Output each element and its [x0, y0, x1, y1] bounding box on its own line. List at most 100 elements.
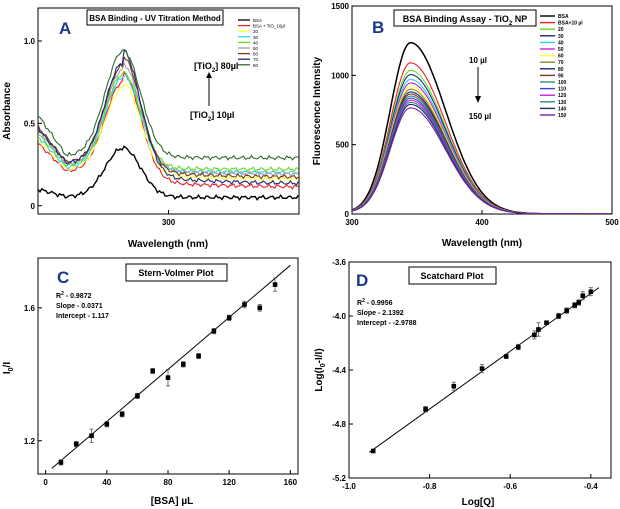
- panel-b-title-box: [393, 9, 537, 27]
- panel-c-data-point: [196, 353, 201, 359]
- panel-c-data-point: [135, 393, 140, 399]
- panel-c-y-tick-label: 1.6: [24, 304, 36, 313]
- panel-c-x-tick-label: 40: [102, 478, 111, 487]
- panel-b-ticks: 300 400 500 0 500 1000 1500: [331, 2, 619, 227]
- panel-c-data-point: [165, 375, 171, 380]
- panel-c-letter: C: [57, 268, 69, 287]
- panel-b-letter: B: [372, 18, 384, 37]
- panel-a-series-line: [38, 70, 299, 173]
- panel-d-data-point: [580, 293, 586, 299]
- panel-c: 0 40 80 120 160 1.2 1.6 C Stern-Volmer Plot R2…: [2, 257, 299, 507]
- panel-a-series-line: [38, 70, 299, 190]
- panel-d-y-tick-label: -4.8: [332, 420, 346, 429]
- panel-d-data-point: [576, 300, 582, 305]
- panel-a-legend-label: 30: [253, 35, 259, 40]
- panel-b-xlabel: Wavelength (nm): [442, 238, 522, 249]
- panel-c-x-tick-label: 0: [43, 478, 48, 487]
- panel-b-annotation-top: 10 µl: [469, 56, 487, 65]
- panel-c-data-point: [242, 302, 247, 307]
- panel-d-x-tick-label: -0.4: [584, 482, 598, 491]
- panel-c-r2: R2 - 0.9872: [56, 291, 92, 300]
- panel-d-letter: D: [356, 271, 368, 290]
- panel-d-data-point: [479, 366, 485, 371]
- panel-b-legend-label: 120: [558, 93, 567, 99]
- panel-b-legend-label: 30: [558, 34, 564, 40]
- panel-d-title: Scatchard Plot: [420, 271, 483, 281]
- panel-b-legend-label: 60: [558, 54, 564, 60]
- panel-a-title-box: [86, 9, 224, 26]
- panel-b-legend-label: 140: [558, 106, 567, 112]
- panel-a-legend-label: BSA + TiO_10µl: [253, 24, 285, 29]
- panel-a-legend-label: 40: [253, 40, 259, 45]
- panel-d-data-point: [503, 354, 509, 359]
- panel-a-legend-label: 60: [253, 52, 259, 57]
- panel-c-y-tick-label: 1.2: [24, 437, 36, 446]
- panel-c-data-point: [89, 433, 94, 439]
- panel-b-y-tick-label: 0: [345, 210, 350, 219]
- panel-c-data-point: [180, 362, 186, 367]
- panel-b: 300 400 500 0 500 1000 1500 B BSA Binding Assa…: [312, 2, 619, 249]
- panel-d-data-point: [544, 320, 549, 326]
- panel-b-y-tick-label: 1500: [331, 2, 349, 11]
- panel-b-ylabel: Fluorescence Intensity: [312, 56, 323, 165]
- panel-a-series-line: [38, 50, 299, 186]
- panel-a-letter: A: [59, 19, 71, 38]
- panel-d-x-tick-label: -0.6: [503, 482, 517, 491]
- panel-b-legend-label: BSA+10 µl: [558, 21, 583, 27]
- panel-b-x-tick-label: 500: [605, 218, 619, 227]
- panel-b-title: BSA Binding Assay - TiO2 NP: [403, 14, 528, 27]
- panel-b-legend-label: 110: [558, 87, 566, 93]
- panel-a: 300 0 0.5 1.0 A BSA Binding - UV Titration …: [2, 7, 300, 250]
- panel-d-ticks: -1.0 -0.8 -0.6 -0.4 -5.2 -4.8 -4.4 -4.0 -3.6: [332, 258, 598, 491]
- panel-c-data-point: [272, 282, 278, 287]
- panel-c-x-tick-label: 120: [222, 478, 236, 487]
- panel-d-r2: R2 - 0.9956: [357, 298, 393, 307]
- panel-b-legend-label: 80: [558, 67, 564, 73]
- panel-a-annotation-top: [TiO2] 80µl: [194, 61, 238, 74]
- panel-c-data-point: [73, 441, 79, 447]
- panel-a-ylabel: Absorbance: [2, 82, 13, 140]
- panel-a-legend-label: 80: [253, 63, 259, 68]
- panel-b-series-lines: [352, 41, 612, 214]
- panel-a-y-tick-label: 1.0: [24, 37, 36, 46]
- panel-d-data-point: [556, 313, 561, 319]
- panel-a-legend-label: 20: [253, 29, 259, 34]
- panel-d-x-tick-label: -0.8: [423, 482, 437, 491]
- panel-a-ticks: 300 0 0.5 1.0: [24, 37, 176, 227]
- panel-d-data-point: [451, 383, 457, 389]
- panel-d-data-point: [423, 406, 428, 412]
- panel-b-legend-label: 70: [558, 60, 564, 66]
- panel-d-plot: [368, 287, 600, 454]
- panel-c-xlabel: [BSA] µL: [151, 496, 193, 507]
- panel-c-data-point: [119, 411, 125, 417]
- panel-b-frame: [351, 5, 613, 215]
- panel-a-y-tick-label: 0.5: [24, 119, 36, 128]
- panel-b-legend-label: 90: [558, 73, 564, 79]
- panel-a-legend-label: 50: [253, 46, 259, 51]
- panel-d-data-point: [515, 344, 521, 350]
- panel-c-slope: Slope - 0.0371: [56, 303, 103, 310]
- panel-b-legend-label: 40: [558, 40, 564, 46]
- panel-b-legend-label: BSA: [558, 14, 569, 20]
- panel-b-x-tick-label: 400: [475, 218, 489, 227]
- panel-c-title-box: [125, 263, 228, 282]
- panel-d-data-point: [532, 332, 537, 338]
- panel-d-ylabel: Log(I0-I/I): [314, 348, 327, 391]
- panel-d-intercept: Intercept - -2.9788: [357, 320, 417, 327]
- panel-d-title-box: [408, 266, 497, 285]
- panel-b-legend-label: 20: [558, 27, 564, 33]
- panel-b-y-tick-label: 1000: [331, 71, 349, 80]
- panel-a-series-line: [38, 49, 299, 161]
- panel-b-arrowhead: [475, 96, 481, 103]
- panel-a-y-tick-label: 0: [31, 202, 36, 211]
- panel-d-data-point: [572, 302, 578, 308]
- panel-a-x-tick-label: 300: [162, 218, 176, 227]
- panel-a-annotation-bottom: [TiO2] 10µl: [190, 110, 234, 123]
- panel-a-title: BSA Binding - UV Titration Method: [89, 14, 221, 23]
- panel-b-legend-label: 130: [558, 100, 567, 106]
- panel-d-y-tick-label: -4.0: [332, 312, 346, 321]
- panel-d-y-tick-label: -5.2: [332, 474, 346, 483]
- panel-b-annotation-bottom: 150 µl: [469, 112, 491, 121]
